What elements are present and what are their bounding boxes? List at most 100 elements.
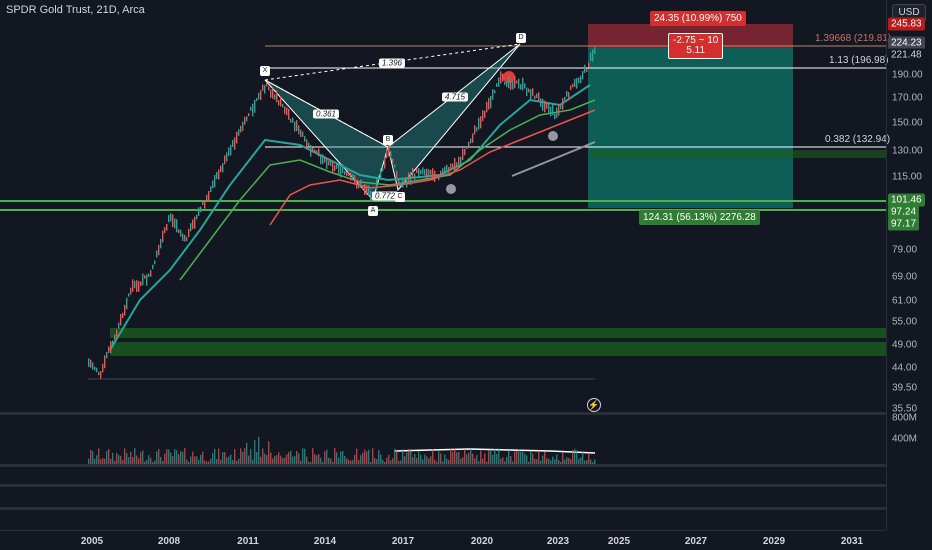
candle: [318, 148, 320, 157]
volume-bar: [382, 459, 384, 464]
volume-bar: [252, 459, 254, 464]
volume-bar: [268, 441, 270, 464]
volume-bar: [494, 449, 496, 464]
volume-bar: [154, 460, 156, 464]
volume-bar: [294, 456, 296, 464]
candle: [204, 200, 206, 209]
candle: [512, 80, 514, 90]
volume-bar: [504, 461, 506, 464]
candle: [334, 164, 336, 172]
volume-bar: [378, 450, 380, 464]
volume-bar: [206, 461, 208, 464]
time-label: 2017: [391, 536, 415, 547]
candle: [100, 371, 102, 379]
volume-bar: [100, 459, 102, 464]
volume-bar: [130, 451, 132, 464]
volume-bar: [446, 458, 448, 464]
lightning-icon[interactable]: ⚡: [587, 398, 601, 412]
volume-bar: [92, 451, 94, 464]
candle: [338, 163, 340, 175]
candle: [592, 49, 594, 62]
pane-separator-4[interactable]: [0, 507, 886, 510]
volume-bar: [212, 453, 214, 464]
candle: [140, 281, 142, 287]
volume-bar: [316, 455, 318, 464]
candle: [528, 88, 530, 93]
candle: [248, 113, 250, 117]
candle: [144, 275, 146, 279]
candle: [394, 164, 396, 168]
ratio-label: -2.75 ~ 10 5.11: [668, 33, 724, 59]
volume-bar: [566, 457, 568, 464]
candle: [370, 190, 372, 201]
candle: [436, 174, 438, 178]
volume-bar: [272, 458, 274, 464]
ratio-bd: 4.715: [441, 92, 469, 102]
candle: [206, 194, 208, 200]
pane-separator-2[interactable]: [0, 464, 886, 467]
candle: [116, 329, 118, 337]
volume-bar: [310, 461, 312, 464]
candle: [104, 355, 106, 369]
volume-bar: [348, 459, 350, 464]
volume-label: 400M: [892, 433, 918, 445]
pane-separator-1[interactable]: [0, 412, 886, 415]
volume-bar: [340, 451, 342, 464]
candle: [308, 142, 310, 147]
candle: [478, 117, 480, 130]
volume-pane[interactable]: [0, 415, 886, 464]
candle: [390, 151, 392, 158]
candle: [242, 121, 244, 131]
volume-bar: [454, 448, 456, 464]
candle: [264, 85, 266, 94]
candle: [340, 166, 342, 178]
volume-bar: [134, 448, 136, 464]
volume-bar: [144, 461, 146, 464]
price-axis[interactable]: 245.83 224.23 221.48 190.00 170.00 150.0…: [886, 0, 932, 530]
volume-bar: [142, 450, 144, 464]
volume-bar: [258, 436, 260, 464]
volume-bar: [502, 457, 504, 464]
volume-bar: [552, 456, 554, 464]
volume-bar: [182, 451, 184, 464]
candle: [456, 162, 458, 167]
pane-separator-3[interactable]: [0, 484, 886, 487]
volume-bar: [538, 450, 540, 464]
volume-bar: [352, 459, 354, 464]
candle: [358, 180, 360, 189]
candle: [428, 169, 430, 177]
volume-bar: [574, 448, 576, 464]
ma-slow: [269, 109, 596, 226]
candle: [160, 238, 162, 249]
volume-bar: [260, 456, 262, 464]
volume-bar: [318, 454, 320, 464]
candle: [130, 287, 132, 295]
candle: [250, 106, 252, 111]
candle: [446, 164, 448, 174]
volume-bar: [386, 457, 388, 464]
time-label: 2031: [840, 536, 864, 547]
volume-bar: [364, 449, 366, 464]
main-chart[interactable]: [0, 0, 886, 412]
volume-bar: [328, 457, 330, 464]
candle: [420, 169, 422, 175]
ratio-line-2: 5.11: [686, 45, 706, 56]
volume-bar: [546, 458, 548, 464]
candle: [262, 84, 264, 91]
candle: [158, 244, 160, 256]
time-axis[interactable]: 2005 2008 2011 2014 2017 2020 2023 2025 …: [0, 530, 886, 550]
candle: [378, 175, 380, 180]
candle: [550, 106, 552, 117]
volume-bar: [572, 450, 574, 464]
candle: [98, 371, 100, 376]
candle: [152, 264, 154, 270]
volume-bar: [554, 459, 556, 464]
volume-bar: [292, 456, 294, 464]
candle: [314, 149, 316, 153]
candle: [362, 185, 364, 190]
volume-bar: [484, 453, 486, 464]
candle: [278, 100, 280, 106]
candle: [350, 172, 352, 181]
candle: [272, 88, 274, 99]
candle: [472, 133, 474, 143]
